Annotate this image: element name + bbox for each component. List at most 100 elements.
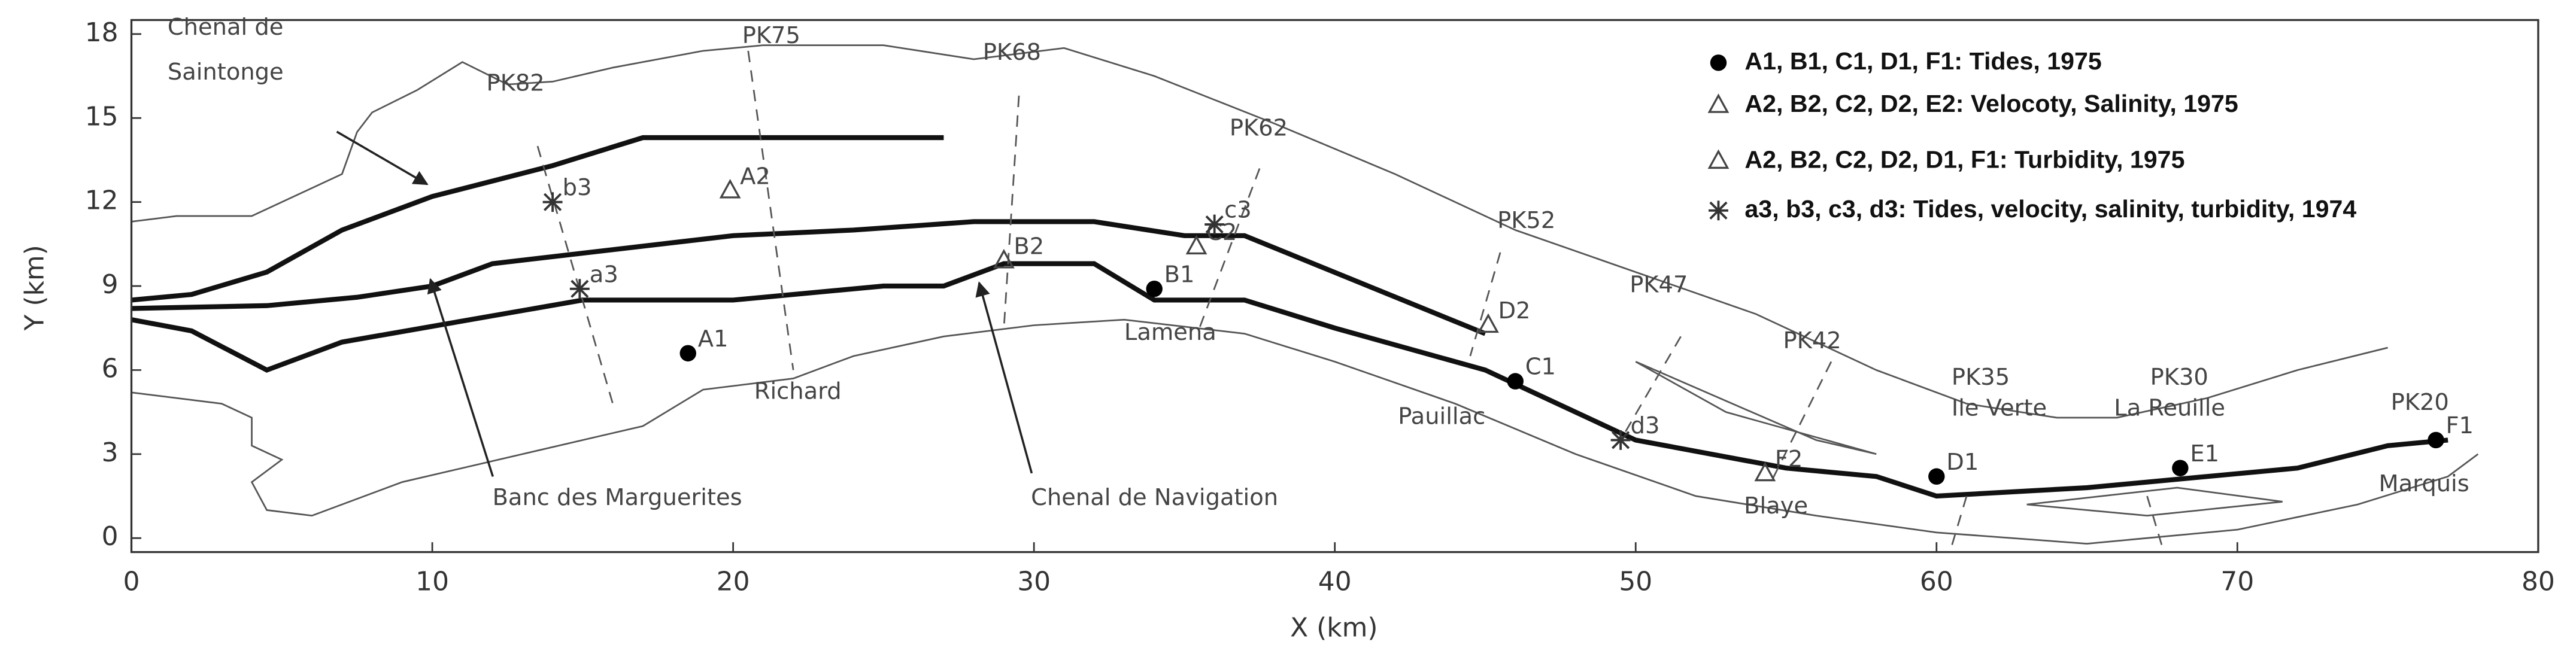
annotation: Pauillac	[1398, 403, 1485, 430]
annotation: PK42	[1783, 327, 1841, 354]
shoreline-or-channel	[1619, 336, 1682, 441]
station-circle	[679, 345, 696, 362]
legend-label: A2, B2, C2, D2, D1, F1: Turbidity, 1975	[1744, 146, 2185, 175]
plot-area	[131, 44, 2479, 547]
y-axis-label: Y (km)	[19, 245, 50, 331]
station-star	[1610, 430, 1631, 450]
station-circle	[1928, 468, 1945, 485]
station-label: c3	[1224, 197, 1252, 224]
annotation: PK52	[1497, 207, 1555, 234]
shoreline-or-channel	[131, 135, 944, 303]
x-tick-label: 30	[1017, 567, 1051, 597]
station-triangle	[719, 179, 741, 199]
legend-label: A1, B1, C1, D1, F1: Tides, 1975	[1744, 48, 2102, 76]
station-label: D2	[1498, 297, 1530, 324]
annotation: PK82	[487, 70, 545, 97]
legend-entry: A2, B2, C2, D2, D1, F1: Turbidity, 1975	[1744, 146, 2185, 175]
annotation: La Reuille	[2114, 394, 2225, 421]
station-star	[569, 279, 590, 299]
station-label: D1	[1946, 449, 1979, 476]
shoreline-or-channel	[1950, 495, 1968, 547]
station-triangle	[1477, 313, 1499, 333]
station-circle	[2172, 460, 2189, 476]
annotation: PK62	[1230, 114, 1288, 141]
y-tick-label: 3	[102, 437, 119, 468]
y-tick-label: 6	[102, 353, 119, 384]
arrow	[336, 130, 429, 186]
shoreline-or-channel	[131, 219, 1486, 336]
station-label: F2	[1775, 446, 1803, 473]
shoreline-or-channel	[1635, 361, 1877, 455]
legend-entry: A2, B2, C2, D2, E2: Velocoty, Salinity, …	[1744, 90, 2238, 119]
y-tick-label: 0	[102, 521, 119, 552]
x-tick-label: 0	[123, 567, 140, 597]
annotation: PK30	[2150, 364, 2208, 391]
legend-box	[1692, 33, 2531, 273]
shoreline-or-channel	[536, 145, 614, 404]
shoreline-or-channel	[131, 44, 2388, 419]
station-label: A1	[698, 326, 729, 352]
x-tick-label: 10	[415, 567, 449, 597]
annotation: Ile Verte	[1952, 394, 2047, 421]
annotation: Chenal de	[168, 14, 284, 41]
annotation: Banc des Marguerites	[493, 484, 742, 511]
legend-entry: A1, B1, C1, D1, F1: Tides, 1975	[1744, 48, 2102, 76]
annotation: PK47	[1630, 272, 1688, 299]
shoreline-or-channel	[1199, 168, 1261, 329]
y-tick-label: 9	[102, 269, 119, 300]
station-triangle	[1754, 461, 1776, 482]
shoreline-or-channel	[1770, 361, 1832, 483]
shoreline-or-channel	[2026, 486, 2283, 517]
x-axis-label: X (km)	[1290, 613, 1377, 643]
y-tick-label: 15	[85, 101, 119, 132]
x-tick-label: 60	[1920, 567, 1953, 597]
legend-entry: a3, b3, c3, d3: Tides, velocity, salinit…	[1744, 196, 2357, 224]
x-tick-label: 70	[2220, 567, 2254, 597]
shoreline-or-channel	[2146, 495, 2164, 547]
station-circle	[1146, 281, 1163, 297]
annotation: PK75	[742, 22, 800, 49]
annotation: Chenal de Navigation	[1031, 484, 1278, 511]
station-label: A2	[740, 163, 770, 190]
station-triangle	[993, 249, 1015, 269]
annotation: Blaye	[1744, 492, 1808, 519]
shoreline-or-channel	[131, 318, 2479, 545]
y-tick-label: 18	[85, 17, 119, 48]
annotation: Marquis	[2379, 470, 2469, 497]
station-label: C1	[1525, 354, 1556, 381]
legend-label: A2, B2, C2, D2, E2: Velocoty, Salinity, …	[1744, 90, 2238, 119]
station-triangle	[1185, 235, 1207, 255]
arrow	[427, 278, 494, 477]
station-label: E1	[2190, 440, 2219, 467]
x-tick-label: 80	[2522, 567, 2555, 597]
station-star	[1709, 200, 1728, 221]
legend-label: a3, b3, c3, d3: Tides, velocity, salinit…	[1744, 196, 2357, 224]
x-tick-label: 20	[717, 567, 750, 597]
x-tick-label: 40	[1318, 567, 1352, 597]
station-label: b3	[563, 174, 592, 201]
shoreline-or-channel	[1003, 95, 1020, 329]
arrow	[975, 281, 1033, 474]
annotation: Richard	[754, 378, 842, 405]
station-circle	[2428, 431, 2444, 449]
station-star	[1204, 214, 1225, 235]
station-label: B2	[1014, 233, 1044, 260]
shoreline-or-channel	[747, 50, 794, 370]
station-label: B1	[1164, 261, 1195, 288]
station-label: F1	[2445, 412, 2474, 439]
annotation: Lamena	[1124, 319, 1216, 346]
station-circle	[1710, 54, 1727, 71]
station-star	[542, 192, 563, 212]
shoreline-or-channel	[131, 261, 2448, 499]
shoreline-or-channel	[1469, 252, 1501, 357]
annotation: PK35	[1952, 364, 2010, 391]
annotation: PK68	[983, 39, 1041, 66]
x-tick-label: 50	[1619, 567, 1652, 597]
y-tick-label: 12	[85, 186, 119, 216]
legend: A1, B1, C1, D1, F1: Tides, 1975 A2, B2, C…	[1707, 48, 2357, 224]
station-label: d3	[1631, 412, 1660, 439]
annotation: PK20	[2391, 389, 2449, 416]
station-circle	[1507, 373, 1524, 390]
